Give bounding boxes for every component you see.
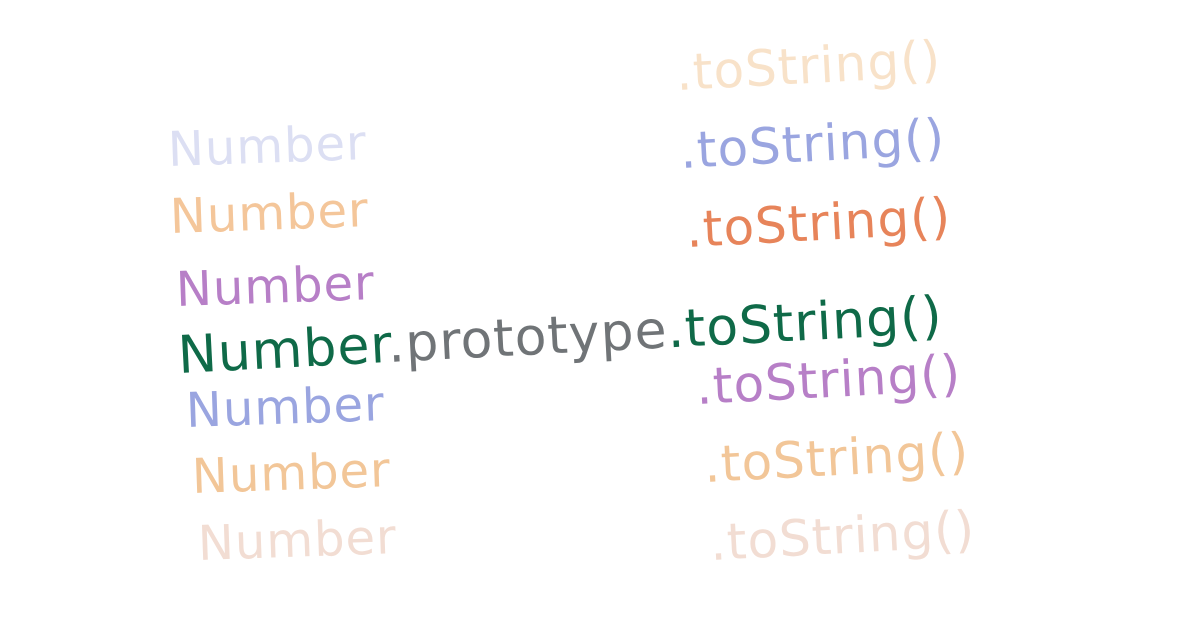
number-word-3: Number (175, 255, 376, 318)
number-word-4: Number (185, 376, 386, 439)
main-number: Number (176, 315, 390, 386)
tostring-word-5: .toString() (702, 422, 971, 494)
number-word-6: Number (197, 509, 398, 572)
main-prototype: .prototype (386, 300, 669, 375)
tostring-word-4: .toString() (694, 344, 963, 416)
number-word-2: Number (169, 182, 370, 245)
tostring-word-6: .toString() (708, 500, 977, 572)
number-word-5: Number (191, 442, 392, 505)
tostring-word-3: .toString() (684, 187, 953, 259)
tostring-word-2: .toString() (678, 108, 947, 180)
tostring-word-1: .toString() (674, 30, 943, 102)
number-word-1: Number (167, 115, 368, 178)
